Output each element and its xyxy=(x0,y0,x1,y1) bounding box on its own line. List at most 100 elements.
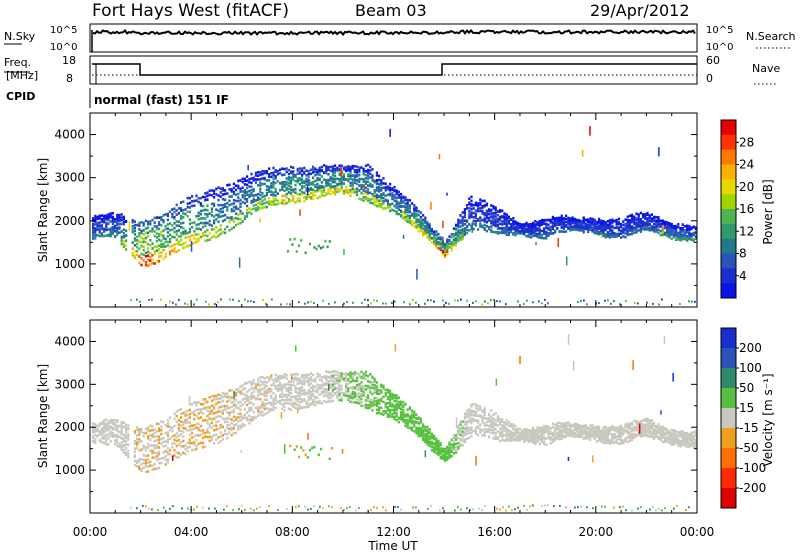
echo-cell xyxy=(138,433,141,436)
echo-cell xyxy=(356,372,359,375)
echo-cell xyxy=(309,390,312,393)
ground-scatter-cell xyxy=(619,303,621,306)
echo-cell xyxy=(534,234,537,237)
echo-cell xyxy=(549,218,552,222)
ground-scatter-cell xyxy=(232,298,234,301)
echo-cell xyxy=(215,213,218,217)
echo-cell xyxy=(510,434,513,437)
echo-cell xyxy=(371,386,374,390)
echo-cell xyxy=(349,380,352,384)
echo-cell xyxy=(510,423,513,426)
echo-cell xyxy=(690,232,693,236)
echo-cell xyxy=(237,186,240,190)
echo-cell xyxy=(202,216,205,220)
echo-cell xyxy=(131,252,134,255)
echo-cell xyxy=(257,192,260,196)
echo-cell xyxy=(204,239,207,243)
echo-cell xyxy=(551,218,554,221)
echo-cell xyxy=(543,218,546,222)
echo-cell xyxy=(327,173,330,176)
echo-cell xyxy=(213,429,216,432)
echo-cell xyxy=(626,229,629,233)
echo-cell xyxy=(600,221,603,225)
echo-cell xyxy=(492,417,495,421)
echo-cell xyxy=(501,425,504,429)
echo-cell xyxy=(342,182,345,185)
echo-cell xyxy=(219,228,222,231)
echo-cell xyxy=(219,431,222,434)
echo-cell xyxy=(246,403,249,407)
echo-cell xyxy=(111,219,114,222)
echo-cell xyxy=(100,214,103,217)
echo-cell xyxy=(371,404,374,407)
echo-cell xyxy=(309,172,312,176)
echo-cell xyxy=(411,426,414,430)
echo-cell xyxy=(210,399,213,403)
echo-cell xyxy=(628,214,631,218)
echo-cell xyxy=(219,232,222,236)
echo-cell xyxy=(243,197,246,201)
echo-cell xyxy=(358,402,361,405)
echo-cell xyxy=(426,221,429,224)
echo-cell xyxy=(393,209,396,213)
echo-cell xyxy=(162,451,165,454)
echo-cell xyxy=(228,220,231,224)
echo-cell xyxy=(523,230,526,233)
echo-cell xyxy=(237,192,240,196)
echo-cell xyxy=(375,200,378,204)
echo-cell xyxy=(358,375,361,378)
echo-cell xyxy=(138,458,141,461)
echo-cell xyxy=(274,181,277,185)
echo-cell xyxy=(402,404,405,407)
echo-cell xyxy=(175,213,178,216)
echo-cell xyxy=(360,387,363,390)
echo-cell xyxy=(133,439,136,443)
echo-cell xyxy=(224,189,227,192)
echo-cell xyxy=(197,214,200,218)
echo-cell xyxy=(283,398,286,402)
echo-cell xyxy=(677,234,680,238)
echo-cell xyxy=(547,425,550,429)
echo-cell xyxy=(147,426,150,430)
echo-cell xyxy=(316,400,319,404)
echo-cell xyxy=(237,387,240,391)
echo-cell xyxy=(182,426,185,430)
echo-cell xyxy=(463,232,466,236)
ground-scatter-cell xyxy=(613,300,615,303)
echo-cell xyxy=(149,244,152,247)
echo-cell xyxy=(215,402,218,406)
echo-cell xyxy=(340,377,343,380)
ground-scatter-cell xyxy=(472,301,474,304)
echo-cell xyxy=(290,171,293,175)
echo-cell xyxy=(259,406,262,410)
echo-cell xyxy=(202,431,205,435)
echo-cell xyxy=(532,437,535,441)
echo-cell xyxy=(345,186,348,189)
echo-cell xyxy=(538,220,541,223)
echo-cell xyxy=(312,394,315,398)
echo-cell xyxy=(213,404,216,408)
echo-cell xyxy=(349,168,352,171)
echo-cell xyxy=(239,408,242,411)
echo-cell xyxy=(600,223,603,226)
echo-cell xyxy=(235,388,238,392)
echo-cell xyxy=(523,438,526,442)
echo-cell xyxy=(360,394,363,397)
freq-label-line1: Freq. xyxy=(4,56,31,69)
echo-cell xyxy=(133,220,136,223)
echo-cell xyxy=(510,228,513,232)
echo-cell xyxy=(380,397,383,401)
echo-cell xyxy=(149,449,152,453)
echo-cell xyxy=(122,451,125,455)
echo-cell xyxy=(301,398,304,401)
echo-cell xyxy=(114,229,117,233)
echo-cell xyxy=(430,436,433,439)
echo-cell xyxy=(481,434,484,437)
echo-cell xyxy=(217,229,220,232)
echo-cell xyxy=(573,224,576,227)
echo-cell xyxy=(384,198,387,202)
echo-cell xyxy=(199,410,202,414)
echo-cell xyxy=(164,458,167,462)
echo-cell xyxy=(565,421,568,425)
echo-cell xyxy=(272,194,275,197)
